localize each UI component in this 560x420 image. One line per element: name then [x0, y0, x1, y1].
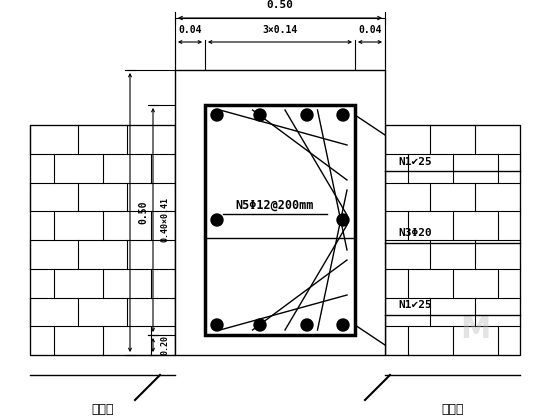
Text: N3Φ20: N3Φ20 [398, 228, 432, 239]
Circle shape [211, 109, 223, 121]
Circle shape [211, 214, 223, 226]
Bar [30, 125, 175, 355]
Text: N5Φ12@200mm: N5Φ12@200mm [236, 199, 314, 212]
Text: N1✔25: N1✔25 [398, 300, 432, 310]
Circle shape [254, 109, 266, 121]
Circle shape [211, 319, 223, 331]
Circle shape [301, 319, 313, 331]
Text: 0.40×0.41: 0.40×0.41 [161, 197, 170, 242]
Circle shape [254, 319, 266, 331]
Circle shape [301, 109, 313, 121]
Circle shape [337, 109, 349, 121]
Text: 0.50: 0.50 [138, 201, 148, 224]
Circle shape [337, 319, 349, 331]
Text: 0.50: 0.50 [267, 0, 293, 10]
Text: N1✔25: N1✔25 [398, 157, 432, 167]
Text: 0.04: 0.04 [358, 25, 382, 35]
Text: 3×0.14: 3×0.14 [263, 25, 297, 35]
Bar [175, 70, 385, 355]
Text: 0.20: 0.20 [161, 335, 170, 355]
Text: 挡土墙: 挡土墙 [91, 403, 114, 416]
Circle shape [337, 214, 349, 226]
Text: M: M [460, 315, 490, 344]
Bar [205, 105, 355, 335]
Bar [385, 125, 520, 355]
Text: 0.04: 0.04 [178, 25, 202, 35]
Text: 挡土墙: 挡土墙 [441, 403, 464, 416]
